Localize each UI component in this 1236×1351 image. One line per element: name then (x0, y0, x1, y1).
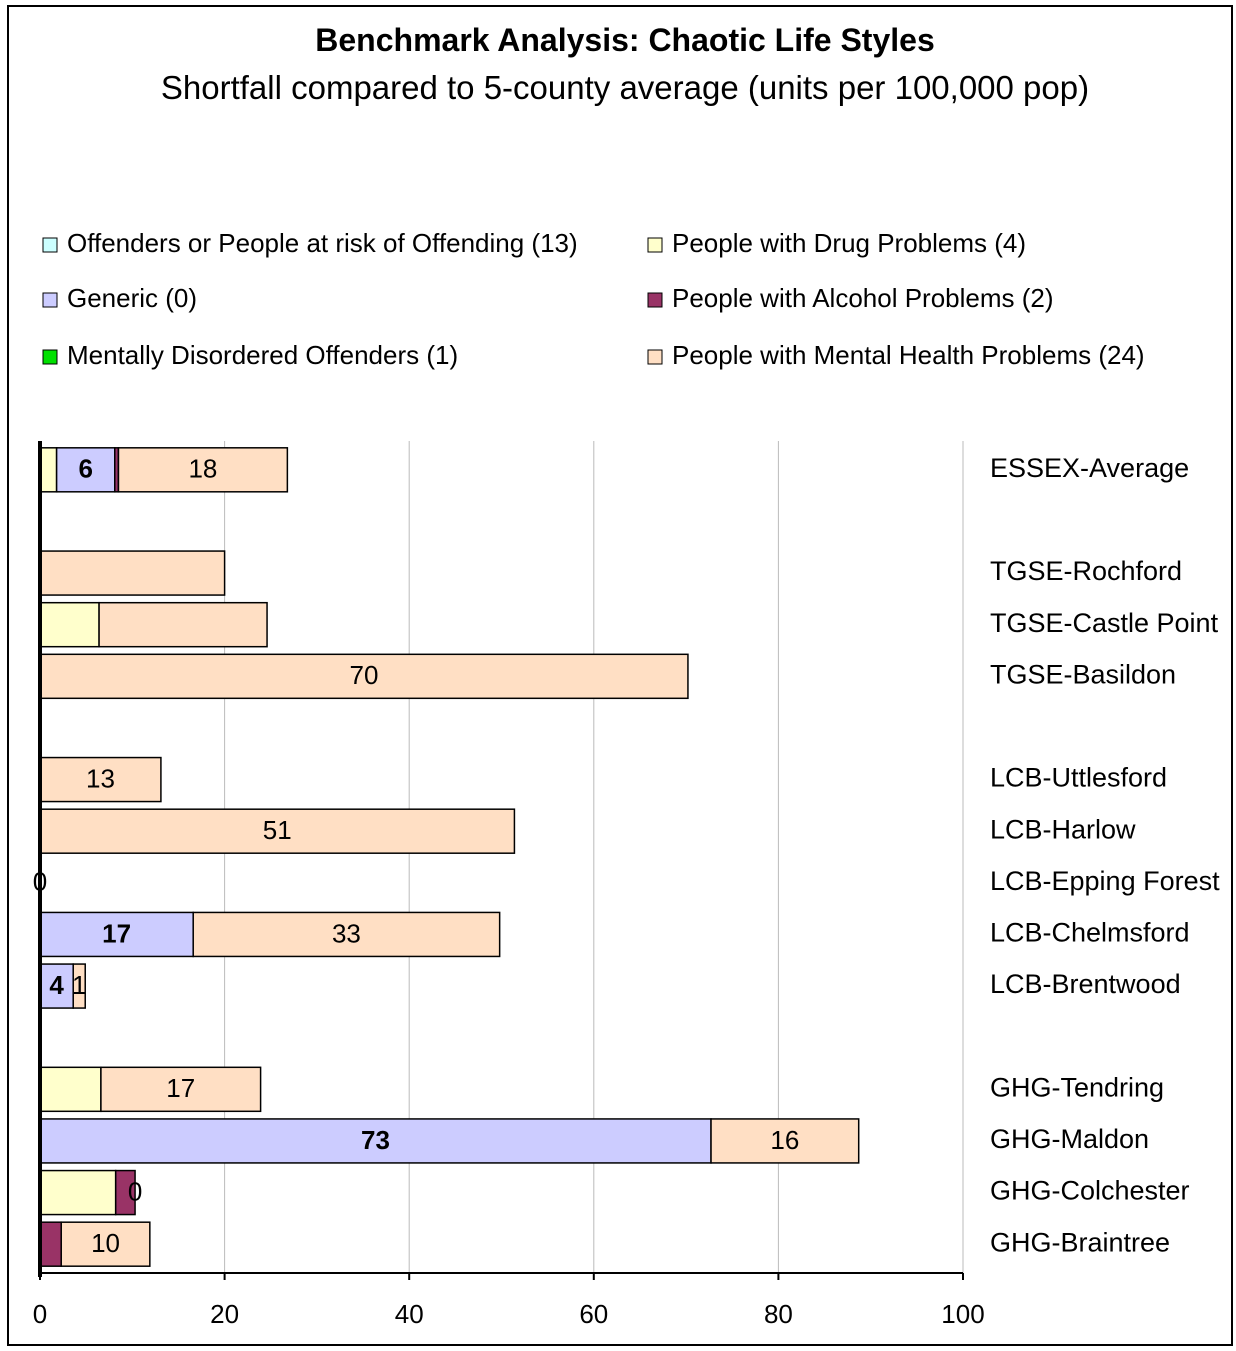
y-tick-label: TGSE-Castle Point (990, 608, 1219, 638)
bar-segment (39, 653, 689, 700)
legend-label: Mentally Disordered Offenders (1) (67, 340, 458, 370)
bar-segment (710, 1118, 860, 1164)
y-tick-label: GHG-Maldon (990, 1124, 1149, 1154)
bar-segment (39, 447, 58, 493)
y-tick-label: LCB-Epping Forest (990, 866, 1220, 896)
x-tick-label: 40 (395, 1299, 424, 1329)
bar-segment (72, 963, 86, 1009)
data-label: 70 (350, 660, 379, 690)
legend-swatch (42, 349, 58, 365)
data-label: 10 (91, 1228, 120, 1258)
bar-segment (114, 1169, 136, 1216)
legend-swatch (647, 292, 663, 308)
data-label: 33 (332, 918, 361, 948)
data-label: 51 (263, 815, 292, 845)
x-tick-label: 100 (941, 1299, 984, 1329)
legend-label: Generic (0) (67, 283, 197, 313)
bar-segment (39, 1066, 102, 1113)
bar-segment (39, 808, 516, 854)
bar-segment (192, 911, 501, 958)
data-label: 17 (102, 918, 131, 948)
x-tick-label: 60 (579, 1299, 608, 1329)
legend-label: People with Mental Health Problems (24) (672, 340, 1145, 370)
bar-segment (117, 447, 289, 493)
bar-segment (55, 447, 116, 493)
y-tick-label: ESSEX-Average (990, 453, 1189, 483)
bar-segment (39, 1221, 62, 1267)
bar-segment (98, 601, 268, 648)
bar-segment (39, 550, 226, 596)
chart-title: Benchmark Analysis: Chaotic Life Styles (315, 22, 935, 58)
y-tick-label: LCB-Harlow (990, 814, 1136, 844)
legend-swatch (42, 292, 58, 308)
legend-swatch (647, 349, 663, 365)
x-tick-label: 20 (210, 1299, 239, 1329)
titles: Benchmark Analysis: Chaotic Life Styles … (140, 16, 1110, 112)
y-tick-label: TGSE-Basildon (990, 659, 1176, 689)
data-label: 4 (49, 970, 64, 1000)
y-tick-label: TGSE-Rochford (990, 556, 1182, 586)
data-label: 1 (72, 970, 86, 1000)
data-label: 13 (86, 763, 115, 793)
y-tick-label: LCB-Chelmsford (990, 918, 1190, 948)
data-label: 18 (188, 454, 217, 484)
data-label: 73 (361, 1125, 390, 1155)
data-label: 17 (166, 1073, 195, 1103)
x-tick-label: 80 (764, 1299, 793, 1329)
y-tick-label: LCB-Brentwood (990, 969, 1181, 999)
data-label: 16 (770, 1125, 799, 1155)
legend-swatch (42, 237, 58, 253)
legend-label: People with Alcohol Problems (2) (672, 283, 1054, 313)
bar-segment (39, 601, 100, 648)
data-label: 6 (78, 454, 92, 484)
y-tick-label: LCB-Uttlesford (990, 763, 1167, 793)
chart-border (7, 5, 1233, 1346)
data-label: 0 (128, 1176, 142, 1206)
bar-segment (39, 1169, 117, 1216)
x-tick-label: 0 (33, 1299, 47, 1329)
bar-segment (60, 1221, 151, 1267)
legend-label: People with Drug Problems (4) (672, 228, 1026, 258)
legend-swatch (647, 237, 663, 253)
y-tick-label: GHG-Braintree (990, 1227, 1170, 1257)
legend-label: Offenders or People at risk of Offending… (67, 228, 578, 258)
chart-subtitle: Shortfall compared to 5-county average (… (160, 69, 1090, 106)
y-tick-label: GHG-Tendring (990, 1072, 1164, 1102)
y-tick-label: GHG-Colchester (990, 1176, 1190, 1206)
bar-segment (100, 1066, 262, 1113)
bar-segment (39, 1118, 712, 1164)
